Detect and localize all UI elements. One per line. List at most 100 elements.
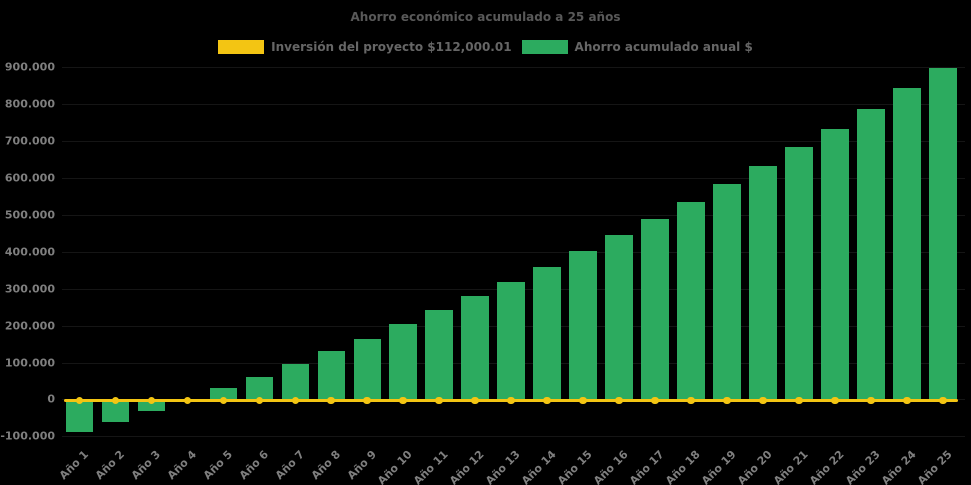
green-swatch bbox=[521, 40, 568, 54]
gridline bbox=[62, 251, 965, 253]
bar bbox=[137, 399, 166, 411]
x-tick-label: Año 21 bbox=[770, 447, 811, 485]
y-tick-label: 800.000 bbox=[4, 97, 55, 111]
x-tick-label: Año 14 bbox=[519, 447, 559, 485]
x-tick-label: Año 18 bbox=[662, 447, 703, 485]
line-marker bbox=[687, 396, 695, 405]
chart-title: Ahorro económico acumulado a 25 años bbox=[350, 10, 621, 24]
x-tick-label: Año 8 bbox=[308, 447, 343, 483]
bar bbox=[857, 108, 885, 400]
bar bbox=[101, 399, 130, 423]
line-marker bbox=[867, 396, 875, 405]
line-marker bbox=[903, 396, 911, 405]
gridline bbox=[62, 178, 965, 180]
y-tick-label: -100.000 bbox=[0, 429, 55, 443]
bar bbox=[353, 338, 381, 400]
y-tick-label: 200.000 bbox=[4, 319, 55, 333]
bar bbox=[641, 219, 669, 400]
line-marker bbox=[795, 396, 803, 405]
x-tick-label: Año 23 bbox=[842, 447, 883, 485]
x-tick-label: Año 7 bbox=[272, 447, 307, 483]
bar bbox=[785, 147, 813, 400]
gridline bbox=[62, 67, 965, 69]
bar bbox=[893, 88, 921, 400]
line-marker bbox=[615, 396, 623, 405]
bar bbox=[929, 68, 957, 400]
x-tick-label: Año 9 bbox=[344, 447, 379, 483]
line-marker bbox=[507, 396, 515, 405]
line-marker bbox=[255, 396, 264, 405]
bar bbox=[821, 128, 849, 400]
y-tick-label: 0 bbox=[47, 392, 55, 406]
line-marker bbox=[759, 396, 767, 405]
x-tick-label: Año 16 bbox=[591, 447, 631, 485]
x-tick-label: Año 6 bbox=[236, 447, 271, 483]
gridline bbox=[62, 141, 965, 143]
gridline bbox=[62, 214, 965, 216]
line-marker bbox=[471, 396, 479, 405]
line-marker bbox=[183, 396, 192, 405]
bar bbox=[461, 296, 489, 400]
legend: Inversión del proyecto $112,000.01 Ahorr… bbox=[0, 40, 971, 54]
x-tick-label: Año 1 bbox=[56, 447, 92, 483]
bar bbox=[497, 281, 525, 400]
x-tick-label: Año 24 bbox=[878, 447, 919, 485]
bar bbox=[209, 387, 238, 400]
x-tick-label: Año 3 bbox=[128, 447, 164, 483]
line-marker bbox=[147, 396, 156, 405]
line-marker bbox=[399, 396, 408, 405]
line-marker bbox=[291, 396, 300, 405]
y-tick-label: 900.000 bbox=[4, 60, 55, 74]
x-tick-label: Año 5 bbox=[200, 447, 235, 483]
y-tick-label: 100.000 bbox=[4, 356, 55, 369]
line-marker bbox=[579, 396, 587, 405]
x-tick-label: Año 4 bbox=[164, 447, 200, 483]
y-tick-label: 700.000 bbox=[4, 134, 55, 148]
line-marker bbox=[543, 396, 551, 405]
x-tick-label: Año 10 bbox=[375, 447, 415, 485]
legend-item-inversion[interactable]: Inversión del proyecto $112,000.01 bbox=[218, 40, 512, 54]
bar bbox=[245, 376, 274, 400]
legend-label-inversion: Inversión del proyecto $112,000.01 bbox=[271, 40, 512, 54]
y-tick-label: 600.000 bbox=[4, 171, 55, 185]
x-tick-label: Año 2 bbox=[92, 447, 128, 483]
y-tick-label: 300.000 bbox=[4, 282, 55, 296]
line-marker bbox=[435, 396, 443, 405]
x-tick-label: Año 15 bbox=[555, 447, 595, 485]
x-tick-label: Año 12 bbox=[447, 447, 487, 485]
line-marker bbox=[651, 396, 659, 405]
bar bbox=[605, 235, 633, 400]
yellow-swatch bbox=[218, 40, 265, 54]
line-marker bbox=[938, 396, 947, 405]
line-marker bbox=[219, 396, 228, 405]
gridline bbox=[62, 436, 965, 438]
bar bbox=[317, 351, 346, 400]
bar bbox=[569, 251, 597, 400]
legend-item-ahorro[interactable]: Ahorro acumulado anual $ bbox=[521, 40, 753, 54]
x-tick-label: Año 20 bbox=[734, 447, 775, 485]
x-tick-label: Año 22 bbox=[806, 447, 847, 485]
x-tick-label: Año 17 bbox=[626, 447, 667, 485]
line-marker bbox=[327, 396, 336, 405]
line-marker bbox=[363, 396, 372, 405]
line-marker bbox=[723, 396, 731, 405]
line-marker bbox=[831, 396, 839, 405]
gridline bbox=[62, 104, 965, 106]
x-tick-label: Año 11 bbox=[411, 447, 451, 485]
x-tick-label: Año 19 bbox=[698, 447, 739, 485]
bar bbox=[533, 267, 561, 400]
line-marker bbox=[75, 396, 84, 405]
y-tick-label: 400.000 bbox=[4, 245, 55, 259]
bar bbox=[677, 202, 705, 400]
y-tick-label: 500.000 bbox=[4, 208, 55, 222]
bar bbox=[65, 399, 94, 433]
x-tick-label: Año 13 bbox=[483, 447, 523, 485]
legend-label-ahorro: Ahorro acumulado anual $ bbox=[574, 40, 753, 54]
bar bbox=[281, 364, 310, 400]
bar bbox=[749, 165, 777, 400]
bar bbox=[713, 184, 741, 400]
x-tick-label: Año 25 bbox=[914, 447, 955, 485]
bar bbox=[389, 324, 417, 400]
bar bbox=[425, 310, 453, 400]
